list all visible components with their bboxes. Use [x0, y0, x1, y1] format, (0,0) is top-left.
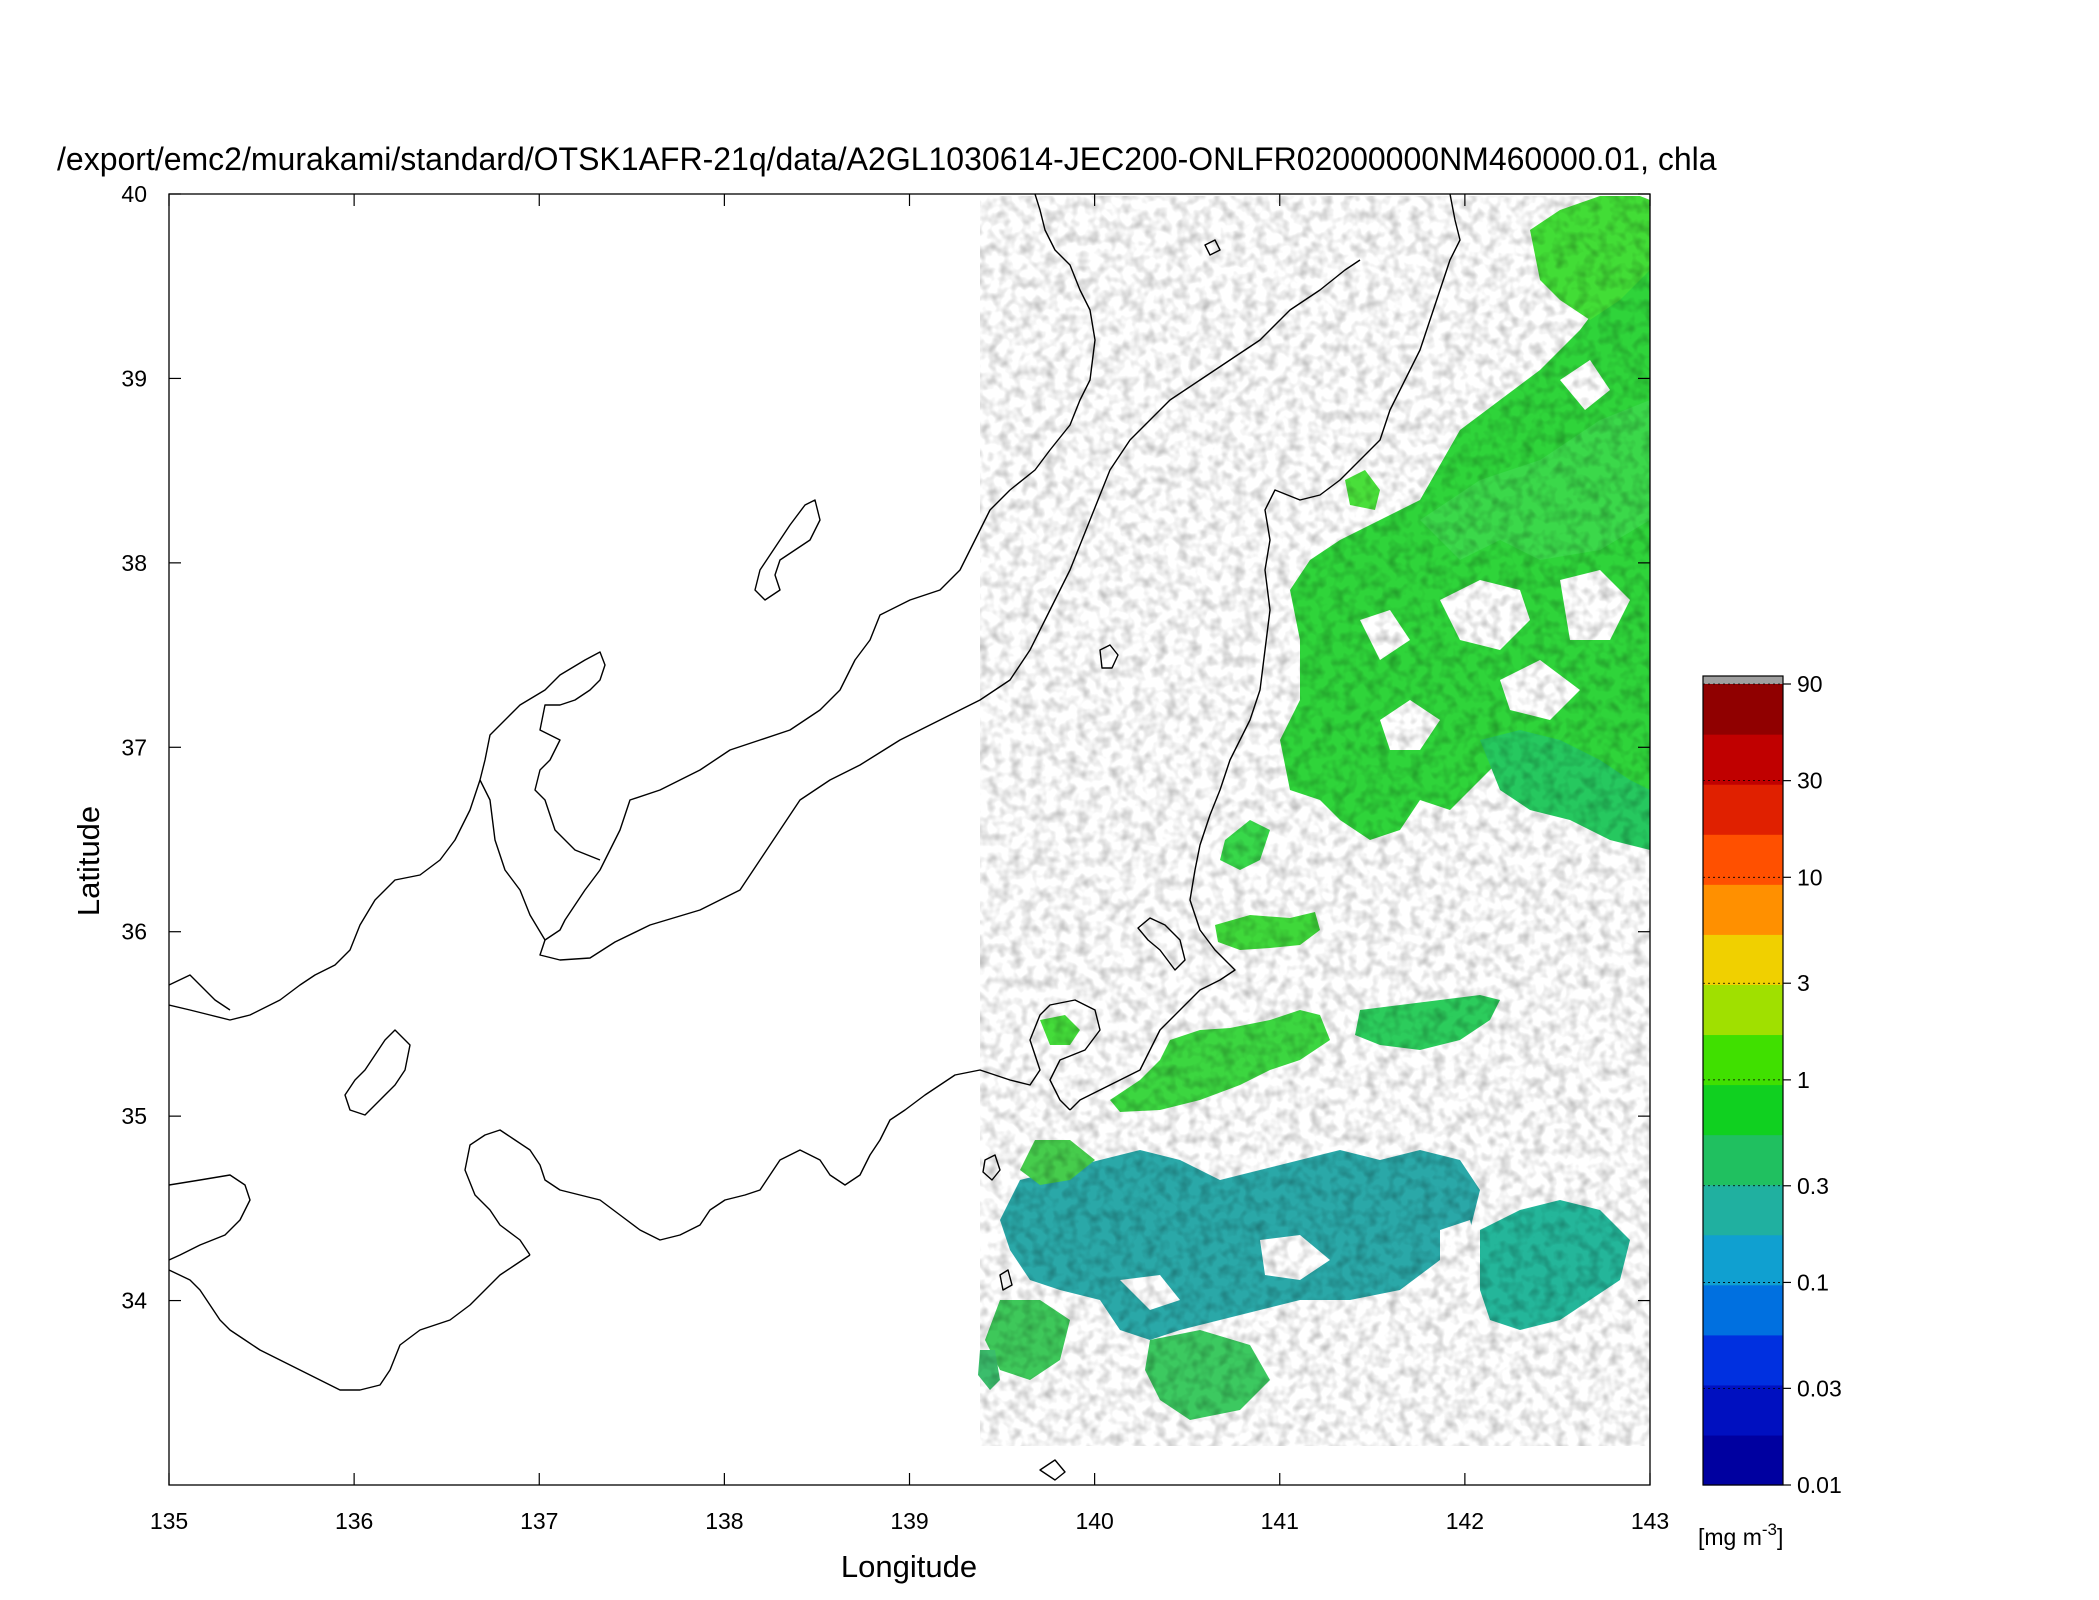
y-tick-label: 37 — [121, 734, 147, 760]
y-tick-label: 36 — [121, 919, 147, 945]
colorbar-unit-prefix: [mg m — [1698, 1524, 1762, 1550]
colorbar-tick-label: 30 — [1797, 768, 1823, 794]
colorbar-segment — [1703, 734, 1783, 785]
x-tick-label: 141 — [1261, 1508, 1299, 1534]
colorbar-unit: [mg m-3] — [1698, 1520, 1783, 1550]
colorbar-segment — [1703, 1234, 1783, 1286]
y-tick-label: 39 — [121, 365, 147, 391]
colorbar-segment — [1703, 1184, 1783, 1236]
map-title: /export/emc2/murakami/standard/OTSK1AFR-… — [57, 141, 1717, 177]
colorbar-tick-label: 1 — [1797, 1067, 1810, 1093]
x-tick-label: 139 — [890, 1508, 928, 1534]
colorbar-tick-label: 0.3 — [1797, 1173, 1829, 1199]
y-axis-title: Latitude — [71, 806, 106, 916]
y-tick-label: 38 — [121, 550, 147, 576]
colorbar-segment — [1703, 1134, 1783, 1186]
colorbar-tick-label: 90 — [1797, 671, 1823, 697]
map-area — [169, 194, 1650, 1481]
x-tick-label: 136 — [335, 1508, 373, 1534]
colorbar-segment — [1703, 984, 1783, 1036]
colorbar-tick-label: 0.1 — [1797, 1269, 1829, 1295]
chlorophyll-speckle-texture — [980, 196, 1650, 1446]
colorbar-unit-suffix: ] — [1777, 1524, 1783, 1550]
coastline — [169, 194, 1461, 1481]
colorbar-tick-label: 3 — [1797, 970, 1810, 996]
x-tick-label: 138 — [705, 1508, 743, 1534]
colorbar-segment — [1703, 934, 1783, 985]
x-tick-label: 140 — [1075, 1508, 1113, 1534]
x-tick-label: 142 — [1446, 1508, 1484, 1534]
x-tick-label: 137 — [520, 1508, 558, 1534]
x-axis-title: Longitude — [841, 1549, 977, 1584]
colorbar-segment — [1703, 684, 1783, 735]
colorbar-overflow — [1703, 676, 1783, 684]
colorbar-segment — [1703, 1434, 1783, 1486]
y-tick-label: 34 — [121, 1288, 147, 1314]
colorbar-segment — [1703, 1034, 1783, 1086]
colorbar-tick-label: 0.03 — [1797, 1375, 1842, 1401]
colorbar-segment — [1703, 1084, 1783, 1136]
colorbar-segment — [1703, 784, 1783, 835]
colorbar-segment — [1703, 884, 1783, 935]
colorbar-tick-label: 0.01 — [1797, 1472, 1842, 1498]
colorbar-segment — [1703, 1334, 1783, 1386]
colorbar-segment — [1703, 1384, 1783, 1436]
x-axis: 135 136 137 138 139 140 141 142 143 — [150, 194, 1669, 1534]
x-tick-label: 143 — [1631, 1508, 1669, 1534]
y-axis: 34 35 36 37 38 39 40 — [121, 181, 1650, 1314]
colorbar-tick-label: 10 — [1797, 864, 1823, 890]
colorbar-segment — [1703, 834, 1783, 885]
y-tick-label: 35 — [121, 1103, 147, 1129]
y-tick-label: 40 — [121, 181, 147, 207]
colorbar: 0.01 0.03 0.1 0.3 1 3 10 30 90 — [1702, 671, 1842, 1498]
colorbar-segment — [1703, 1284, 1783, 1336]
x-tick-label: 135 — [150, 1508, 188, 1534]
colorbar-unit-exponent: -3 — [1762, 1520, 1777, 1539]
